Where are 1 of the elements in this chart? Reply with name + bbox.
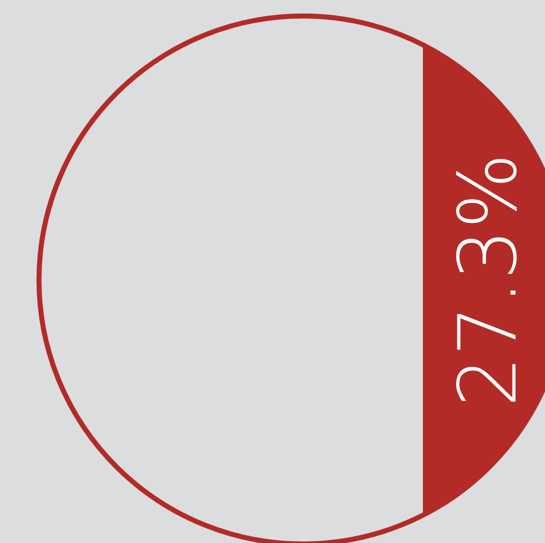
data-label: 27.3% [441, 152, 534, 408]
